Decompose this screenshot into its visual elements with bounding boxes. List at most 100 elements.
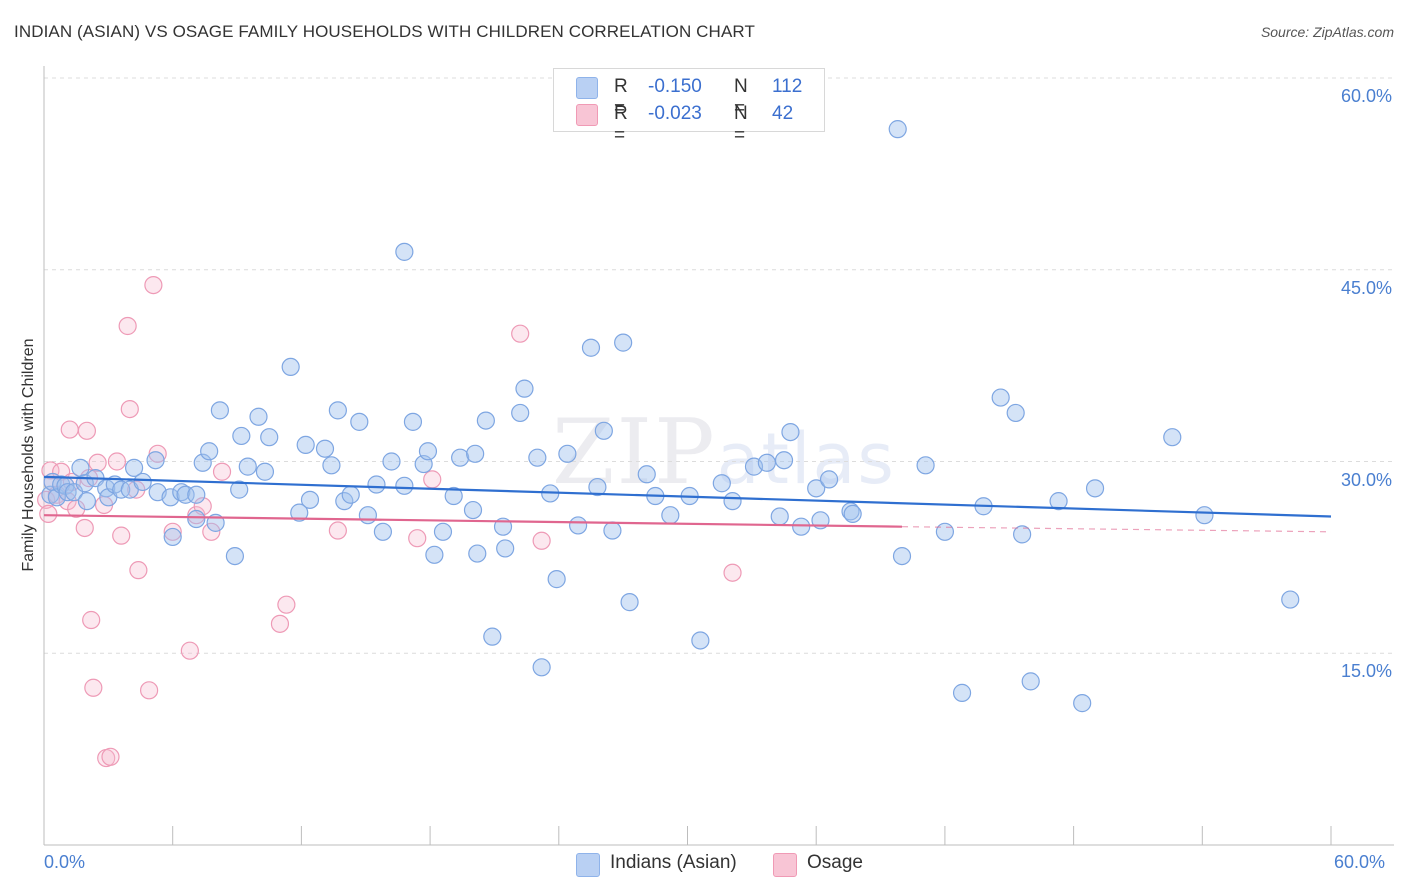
indian-asian-point bbox=[187, 485, 206, 504]
indian-asian-point bbox=[403, 412, 423, 431]
osage-point bbox=[112, 526, 131, 545]
indian-asian-point bbox=[991, 388, 1010, 407]
indian-asian-point bbox=[210, 401, 229, 420]
indian-asian-point bbox=[451, 448, 470, 467]
indian-asian-point bbox=[1085, 479, 1105, 498]
indian-asian-point bbox=[1021, 672, 1040, 691]
indian-asian-point bbox=[255, 462, 275, 481]
indian-asian-point bbox=[594, 421, 613, 440]
indian-asian-point bbox=[58, 483, 77, 502]
indian-asian-point bbox=[620, 593, 639, 612]
indian-asian-point bbox=[315, 439, 335, 458]
indian-asian-point bbox=[300, 490, 320, 509]
source-label[interactable]: Source: ZipAtlas.com bbox=[1260, 24, 1394, 40]
indian-asian-point bbox=[238, 457, 257, 476]
indian-asian-point bbox=[532, 658, 551, 677]
osage-point bbox=[723, 563, 742, 582]
indian-asian-point bbox=[468, 544, 487, 563]
osage-point bbox=[328, 521, 347, 540]
osage-point bbox=[88, 453, 107, 472]
bottom-legend-label-osage: Osage bbox=[807, 852, 863, 873]
indian-asian-point bbox=[249, 407, 268, 426]
indian-asian-point bbox=[511, 403, 530, 423]
indian-asian-point bbox=[547, 570, 566, 589]
indian-asian-point bbox=[433, 522, 453, 541]
indian-asian-point bbox=[807, 479, 826, 498]
y-tick-label: 30.0% bbox=[1340, 469, 1392, 490]
indian-asian-point bbox=[841, 502, 860, 521]
indian-asian-point bbox=[373, 522, 393, 541]
indian-asian-point bbox=[496, 539, 515, 558]
osage-point bbox=[144, 275, 163, 295]
indian-asian-point bbox=[774, 451, 794, 470]
trend-lines bbox=[43, 475, 1332, 533]
legend-swatch-indians bbox=[576, 77, 598, 99]
osage-point bbox=[129, 561, 148, 580]
y-axis-label: Family Households with Children bbox=[20, 338, 37, 572]
legend-swatch-osage bbox=[576, 104, 598, 126]
osage-point bbox=[77, 421, 97, 440]
indian-asian-point bbox=[1073, 694, 1092, 713]
indian-asian-point bbox=[382, 452, 401, 471]
legend-r-label: R = bbox=[614, 103, 628, 146]
osage-point bbox=[180, 641, 199, 660]
indian-asian-point bbox=[187, 509, 206, 529]
indian-asian-point bbox=[757, 453, 776, 472]
indian-asian-point bbox=[1195, 506, 1214, 525]
osage-point bbox=[82, 610, 101, 630]
osage-point bbox=[163, 522, 182, 541]
legend-n-value-osage: 42 bbox=[772, 103, 794, 124]
indian-asian-point bbox=[952, 683, 972, 702]
indian-asian-trend-line bbox=[43, 475, 1332, 518]
y-tick-label: 15.0% bbox=[1340, 661, 1392, 682]
osage-point bbox=[277, 595, 296, 614]
indian-asian-point bbox=[358, 506, 377, 525]
indian-asian-point bbox=[290, 503, 309, 522]
indian-asian-point bbox=[193, 453, 212, 472]
indian-asian-point bbox=[425, 545, 444, 564]
osage-point bbox=[118, 316, 137, 336]
osage-point bbox=[75, 518, 94, 538]
osage-point bbox=[511, 324, 530, 343]
indian-asian-point bbox=[843, 504, 862, 524]
indian-asian-point bbox=[133, 472, 152, 492]
legend-r-label: R = bbox=[614, 76, 628, 119]
osage-point bbox=[140, 681, 159, 700]
indian-asian-point bbox=[322, 456, 341, 475]
indian-asian-point bbox=[935, 522, 955, 541]
osage-points bbox=[37, 275, 742, 768]
osage-point bbox=[84, 678, 103, 697]
watermark-atlas: atlas bbox=[716, 418, 896, 500]
grid-lines bbox=[44, 77, 1394, 654]
indian-asian-points bbox=[41, 120, 1300, 713]
indian-asian-point bbox=[163, 527, 182, 547]
indian-asian-point bbox=[77, 492, 97, 511]
chart-title: INDIAN (ASIAN) VS OSAGE FAMILY HOUSEHOLD… bbox=[14, 22, 755, 41]
x-tick-max: 60.0% bbox=[1334, 852, 1386, 872]
indian-asian-point bbox=[792, 517, 811, 536]
indian-asian-point bbox=[444, 486, 463, 506]
indian-asian-point bbox=[558, 444, 577, 463]
indian-asian-point bbox=[603, 521, 622, 540]
bottom-legend-swatch-indians bbox=[576, 853, 600, 877]
osage-point bbox=[107, 452, 127, 471]
osage-trend-line bbox=[43, 514, 903, 528]
y-tick-label: 45.0% bbox=[1340, 277, 1392, 298]
osage-point bbox=[212, 462, 232, 481]
osage-point bbox=[202, 522, 221, 541]
indian-asian-point bbox=[515, 379, 534, 398]
indian-asian-point bbox=[712, 474, 731, 493]
osage-point bbox=[408, 529, 427, 548]
osage-trend-extension bbox=[901, 526, 1332, 533]
indian-asian-point bbox=[395, 242, 414, 261]
osage-point bbox=[187, 506, 206, 525]
indian-asian-point bbox=[200, 442, 219, 461]
osage-point bbox=[270, 614, 290, 633]
indian-asian-point bbox=[296, 435, 315, 454]
indian-asian-point bbox=[463, 500, 483, 520]
legend-r-value-osage: -0.023 bbox=[648, 103, 702, 124]
axes bbox=[43, 66, 1394, 846]
indian-asian-point bbox=[232, 426, 251, 446]
osage-point bbox=[60, 420, 79, 439]
indian-asian-point bbox=[225, 546, 245, 566]
